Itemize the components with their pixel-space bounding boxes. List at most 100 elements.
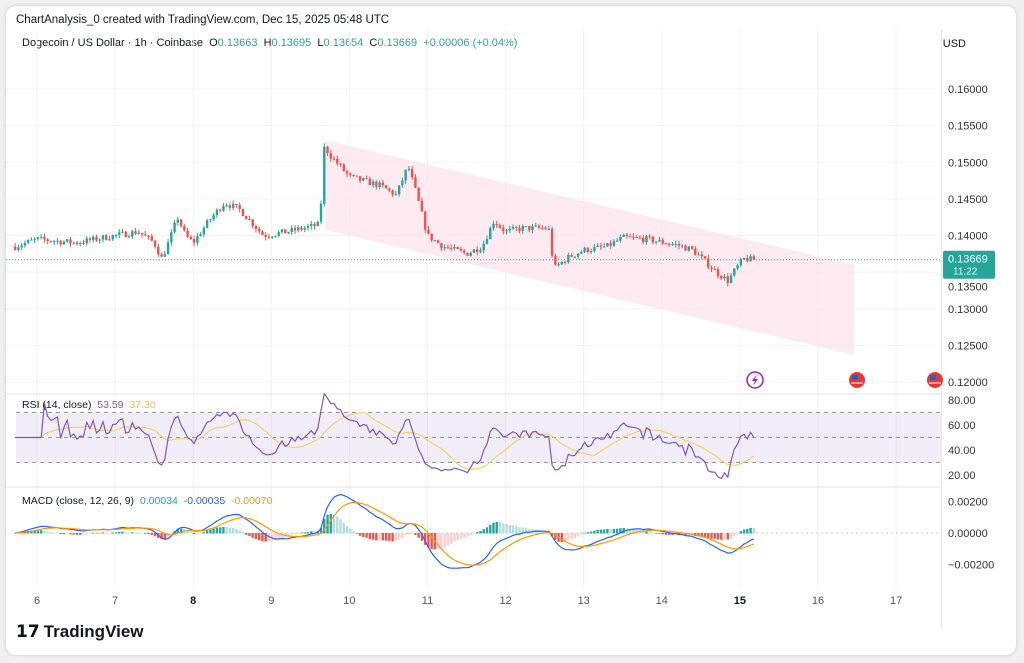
macd-histogram-bar xyxy=(118,531,121,534)
macd-histogram-bar xyxy=(420,533,424,541)
macd-histogram-bar xyxy=(189,532,193,534)
candle-body xyxy=(157,246,160,255)
macd-histogram-bar xyxy=(407,532,411,534)
macd-histogram-bar xyxy=(648,531,651,534)
symbol-name[interactable]: Dogecoin / US Dollar · 1h · Coinbase xyxy=(22,37,203,49)
candle-body xyxy=(739,259,743,266)
candle-body xyxy=(261,231,264,236)
x-tick-label: 6 xyxy=(34,595,40,607)
candle-body xyxy=(742,257,746,260)
macd-histogram-bar xyxy=(570,533,573,540)
macd-histogram-bar xyxy=(56,532,59,534)
candle-body xyxy=(183,226,186,231)
candle-body xyxy=(521,226,524,231)
candle-body xyxy=(495,223,498,226)
macd-histogram-bar xyxy=(700,533,703,537)
candle-body xyxy=(723,276,726,279)
candle-body xyxy=(368,178,372,186)
macd-tick-label: 0.00200 xyxy=(948,497,988,509)
macd-histogram-bar xyxy=(414,533,417,535)
price-tick-label: 0.12500 xyxy=(948,340,988,352)
macd-histogram-bar xyxy=(381,533,385,541)
candle-body xyxy=(463,250,466,253)
candle-body xyxy=(332,158,336,160)
macd-histogram-bar xyxy=(179,528,183,534)
macd-histogram-bar xyxy=(264,533,267,542)
macd-histogram-bar xyxy=(215,527,219,534)
candle-body xyxy=(459,249,463,251)
macd-histogram-bar xyxy=(710,533,713,539)
candle-body xyxy=(576,253,580,257)
tradingview-logo[interactable]: 𝟭𝟳 TradingView xyxy=(16,622,144,642)
macd-histogram-bar xyxy=(397,533,401,540)
candle-body xyxy=(655,241,658,243)
macd-histogram-bar xyxy=(456,533,459,540)
candle-body xyxy=(645,236,648,243)
candle-body xyxy=(173,222,176,233)
candle-body xyxy=(671,244,674,246)
flag-canton xyxy=(852,375,858,380)
candle-body xyxy=(297,227,300,231)
rsi-value: 53.59 xyxy=(97,399,124,411)
candle-body xyxy=(482,243,485,251)
macd-histogram-bar xyxy=(476,532,479,534)
candle-body xyxy=(635,237,638,239)
candle-body xyxy=(284,229,287,234)
macd-histogram-bar xyxy=(684,533,687,536)
last-price-badge xyxy=(943,250,995,279)
candle-body xyxy=(563,261,567,263)
candle-body xyxy=(69,239,72,244)
candle-body xyxy=(189,236,193,240)
candle-body xyxy=(199,234,202,237)
macd-histogram-bar xyxy=(303,532,306,534)
candle-body xyxy=(534,225,537,227)
candle-body xyxy=(397,185,401,195)
candle-body xyxy=(638,237,642,239)
macd-histogram-bar xyxy=(423,533,427,545)
candle-body xyxy=(267,236,271,238)
candle-body xyxy=(586,247,590,252)
candle-body xyxy=(423,211,427,230)
rsi-legend: RSI (14, close) 53.59 37.30 xyxy=(22,399,156,411)
candle-body xyxy=(20,245,23,248)
macd-histogram-bar xyxy=(378,533,381,541)
macd-histogram-bar xyxy=(319,528,323,534)
candle-body xyxy=(589,250,593,252)
candle-body xyxy=(414,177,417,188)
candle-body xyxy=(583,247,586,252)
candle-body xyxy=(248,219,251,221)
candle-body xyxy=(573,256,577,258)
candle-body xyxy=(489,227,492,240)
macd-histogram-bar xyxy=(43,530,46,534)
macd-histogram-bar xyxy=(225,526,228,534)
candle-body xyxy=(17,247,20,250)
macd-histogram-bar xyxy=(567,533,570,541)
candle-body xyxy=(602,246,606,248)
candle-body xyxy=(205,220,209,228)
macd-histogram-bar xyxy=(231,528,235,534)
x-tick-label: 15 xyxy=(734,595,746,607)
macd-histogram-bar xyxy=(170,533,173,535)
last-price-text: 0.13669 xyxy=(948,254,988,266)
macd-histogram-bar xyxy=(729,533,733,539)
macd-histogram-bar xyxy=(628,528,632,534)
macd-histogram-bar xyxy=(329,513,332,534)
macd-histogram-bar xyxy=(502,523,505,534)
candle-body xyxy=(101,235,105,240)
macd-histogram-bar xyxy=(235,528,238,534)
chart-plot[interactable]: 6 7 8 9 10 11 12 13 14 15 16 17 0.16000 0.15500 0.1500… xyxy=(6,6,1016,655)
macd-histogram-bar xyxy=(121,531,124,534)
macd-histogram-bar xyxy=(127,532,131,534)
candle-body xyxy=(26,240,30,243)
macd-histogram-bar xyxy=(410,532,414,534)
macd-histogram-bar xyxy=(466,533,469,537)
price-axis-divider xyxy=(941,30,942,630)
macd-histogram-bar xyxy=(645,531,648,534)
candle-body xyxy=(46,239,49,242)
candle-body xyxy=(749,256,752,262)
candle-body xyxy=(228,205,232,208)
candle-body xyxy=(541,227,544,229)
macd-histogram-bar xyxy=(417,533,420,538)
currency-label[interactable]: USD xyxy=(942,38,966,50)
macd-histogram-bar xyxy=(293,533,297,535)
